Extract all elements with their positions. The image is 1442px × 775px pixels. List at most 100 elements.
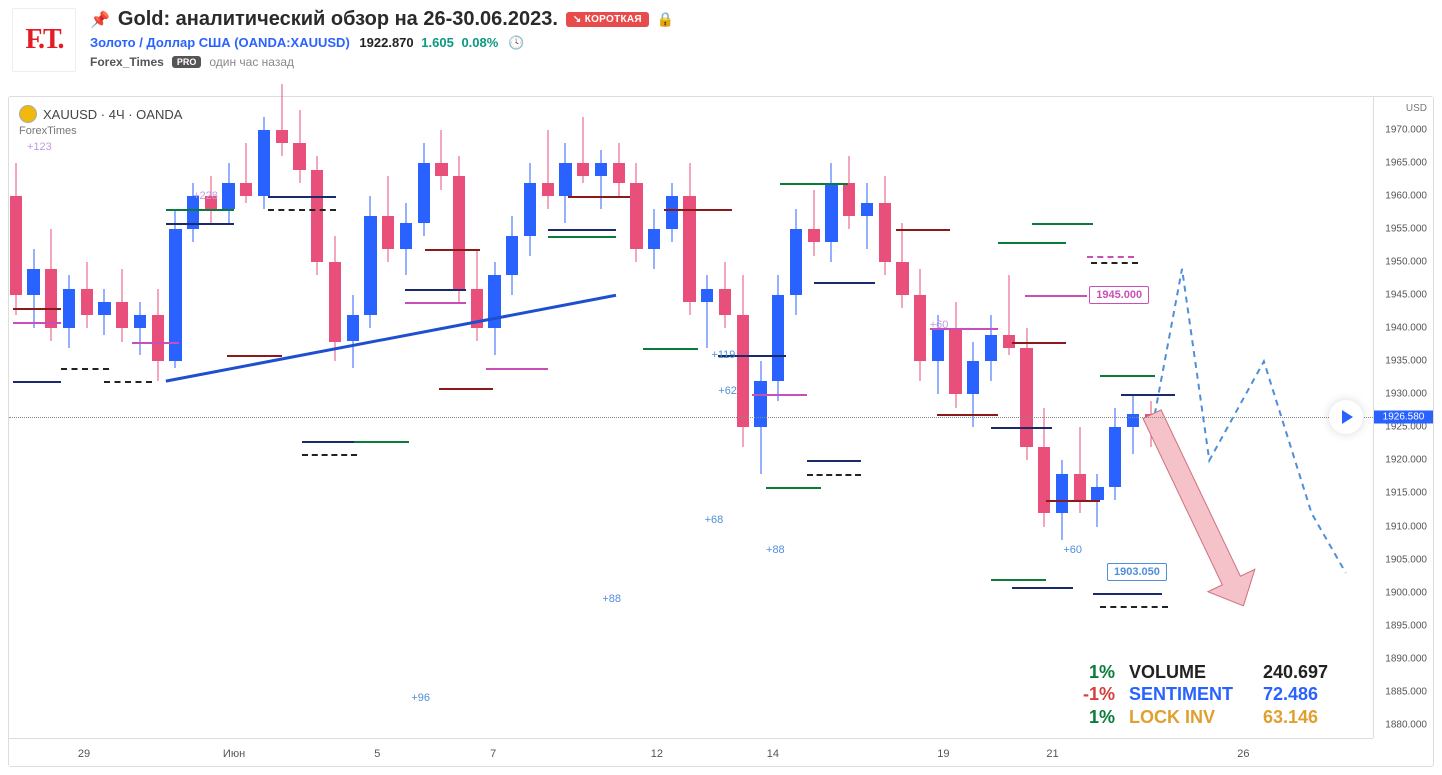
y-tick-label: 1970.000	[1385, 125, 1427, 136]
level-segment	[1100, 606, 1168, 608]
symbol-price: 1922.870	[359, 35, 413, 50]
price-callout: 1945.000	[1089, 286, 1149, 304]
level-segment	[814, 282, 875, 284]
level-segment	[766, 487, 821, 489]
level-segment	[13, 381, 61, 383]
symbol-change-pct: 0.08%	[461, 35, 498, 50]
chart-annotation: +62	[718, 385, 737, 397]
level-segment	[664, 209, 732, 211]
level-segment	[268, 209, 336, 211]
level-segment	[354, 441, 409, 443]
x-tick-label: 21	[1046, 748, 1058, 760]
level-segment	[1087, 256, 1135, 258]
y-tick-label: 1940.000	[1385, 323, 1427, 334]
level-segment	[13, 308, 61, 310]
stat-row: 1%LOCK INV63.146	[1071, 706, 1353, 729]
chart-annotation: +228	[193, 190, 218, 202]
x-tick-label: Июн	[223, 748, 245, 760]
level-segment	[752, 394, 807, 396]
y-tick-label: 1955.000	[1385, 224, 1427, 235]
pro-badge: PRO	[172, 56, 202, 68]
level-segment	[998, 242, 1066, 244]
level-segment	[1012, 587, 1073, 589]
stat-row: 1%VOLUME240.697	[1071, 661, 1353, 684]
pin-icon: 📌	[90, 10, 110, 30]
level-segment	[61, 368, 109, 370]
y-tick-label: 1925.000	[1385, 422, 1427, 433]
level-segment	[1100, 375, 1155, 377]
chart-annotation: +88	[766, 544, 785, 556]
play-button[interactable]	[1329, 400, 1363, 434]
site-logo: F.T.	[12, 8, 76, 72]
level-segment	[991, 579, 1046, 581]
current-price-marker: 1926.580	[1374, 410, 1433, 423]
level-segment	[1032, 223, 1093, 225]
author-name[interactable]: Forex_Times	[90, 55, 164, 69]
lock-icon: 🔒	[657, 11, 674, 28]
chart-watermark: ForexTimes	[19, 125, 77, 137]
level-segment	[1093, 593, 1161, 595]
level-segment	[548, 236, 616, 238]
level-segment	[132, 342, 180, 344]
y-tick-label: 1965.000	[1385, 158, 1427, 169]
y-axis-unit: USD	[1406, 103, 1427, 114]
price-callout: 1903.050	[1107, 563, 1167, 581]
y-tick-label: 1905.000	[1385, 554, 1427, 565]
y-tick-label: 1885.000	[1385, 686, 1427, 697]
y-tick-label: 1890.000	[1385, 653, 1427, 664]
level-segment	[896, 229, 951, 231]
level-segment	[227, 355, 282, 357]
level-segment	[405, 302, 466, 304]
x-tick-label: 26	[1237, 748, 1249, 760]
chart-annotation: +68	[705, 514, 724, 526]
y-tick-label: 1900.000	[1385, 587, 1427, 598]
level-segment	[268, 196, 336, 198]
x-tick-label: 14	[767, 748, 779, 760]
chart-watermark-val: +123	[27, 141, 52, 153]
level-segment	[425, 249, 480, 251]
level-segment	[991, 427, 1052, 429]
level-segment	[780, 183, 848, 185]
y-tick-label: 1895.000	[1385, 620, 1427, 631]
chart-y-axis: USD 1880.000 1885.000 1890.000 1895.000 1900…	[1373, 97, 1433, 738]
y-tick-label: 1950.000	[1385, 257, 1427, 268]
level-segment	[1012, 342, 1067, 344]
symbol-change: 1.605	[421, 35, 454, 50]
y-tick-label: 1945.000	[1385, 290, 1427, 301]
level-segment	[166, 223, 234, 225]
chart-stats-panel: 1%VOLUME240.697-1%SENTIMENT72.4861%LOCK …	[1071, 661, 1353, 729]
clock-icon: 🕓	[508, 35, 524, 50]
level-segment	[807, 474, 862, 476]
level-segment	[548, 229, 616, 231]
chart-annotation: +119	[711, 349, 735, 361]
level-segment	[1025, 295, 1086, 297]
page-title: Gold: аналитический обзор на 26-30.06.20…	[118, 8, 558, 31]
chart-annotation: +96	[411, 692, 430, 704]
level-segment	[166, 209, 234, 211]
y-tick-label: 1920.000	[1385, 455, 1427, 466]
chart-x-axis: 29Июн571214192126	[9, 738, 1373, 766]
level-segment	[1121, 394, 1176, 396]
level-segment	[1091, 262, 1139, 264]
page-header: F.T. 📌 Gold: аналитический обзор на 26-3…	[0, 0, 1442, 80]
current-price-line	[9, 417, 1373, 418]
x-tick-label: 5	[374, 748, 380, 760]
chart-symbol-header[interactable]: XAUUSD · 4Ч · OANDA	[19, 105, 182, 123]
y-tick-label: 1960.000	[1385, 191, 1427, 202]
level-segment	[13, 322, 61, 324]
level-segment	[1046, 500, 1101, 502]
y-tick-label: 1915.000	[1385, 488, 1427, 499]
level-segment	[807, 460, 862, 462]
time-ago: один час назад	[209, 55, 294, 69]
short-badge: КОРОТКАЯ	[566, 12, 649, 27]
x-tick-label: 7	[490, 748, 496, 760]
chart-annotation: +88	[602, 593, 621, 605]
level-segment	[302, 441, 357, 443]
level-segment	[439, 388, 494, 390]
stat-row: -1%SENTIMENT72.486	[1071, 683, 1353, 706]
y-tick-label: 1880.000	[1385, 719, 1427, 730]
symbol-link[interactable]: Золото / Доллар США (OANDA:XAUUSD)	[90, 35, 350, 50]
chart-annotation: +60	[930, 319, 949, 331]
y-tick-label: 1910.000	[1385, 521, 1427, 532]
y-tick-label: 1930.000	[1385, 389, 1427, 400]
